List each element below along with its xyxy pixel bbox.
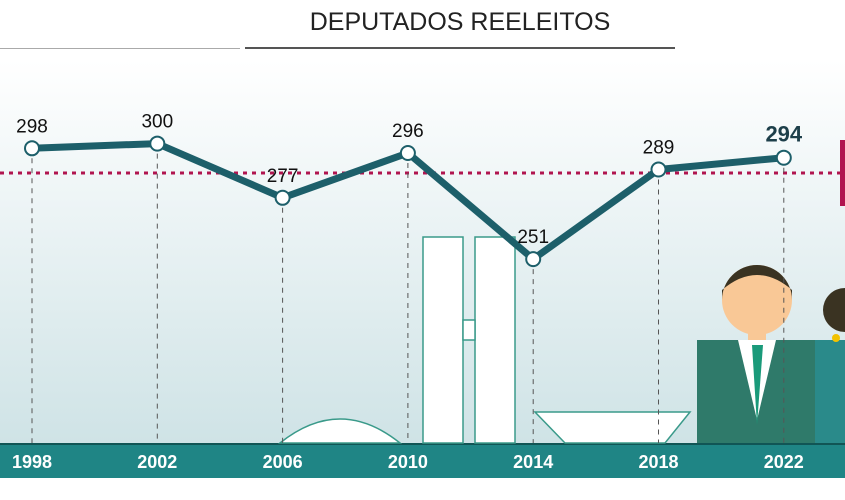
x-tick-label: 1998 xyxy=(12,452,52,472)
data-point xyxy=(525,251,542,268)
data-label: 296 xyxy=(392,121,424,142)
chart-title: DEPUTADOS REELEITOS xyxy=(245,8,675,49)
data-point xyxy=(650,161,667,178)
x-axis-bar xyxy=(0,443,845,478)
data-point xyxy=(399,145,416,161)
x-tick-label: 2002 xyxy=(137,452,177,472)
data-label: 289 xyxy=(643,138,675,159)
x-tick-label: 2022 xyxy=(764,452,804,472)
data-label: 300 xyxy=(141,112,173,133)
x-tick-label: 2014 xyxy=(513,452,553,472)
data-label: 294 xyxy=(765,122,802,147)
data-point xyxy=(775,149,792,166)
data-point xyxy=(24,140,40,157)
data-label: 298 xyxy=(16,116,48,137)
divider xyxy=(0,48,240,49)
person-illustration xyxy=(697,140,845,443)
x-tick-label: 2018 xyxy=(638,452,678,472)
data-label: 251 xyxy=(517,227,549,248)
data-label: 277 xyxy=(267,166,299,187)
data-point xyxy=(149,135,166,152)
x-tick-label: 2006 xyxy=(263,452,303,472)
data-point xyxy=(274,189,291,206)
x-tick-label: 2010 xyxy=(388,452,428,472)
building-illustration xyxy=(277,236,692,444)
